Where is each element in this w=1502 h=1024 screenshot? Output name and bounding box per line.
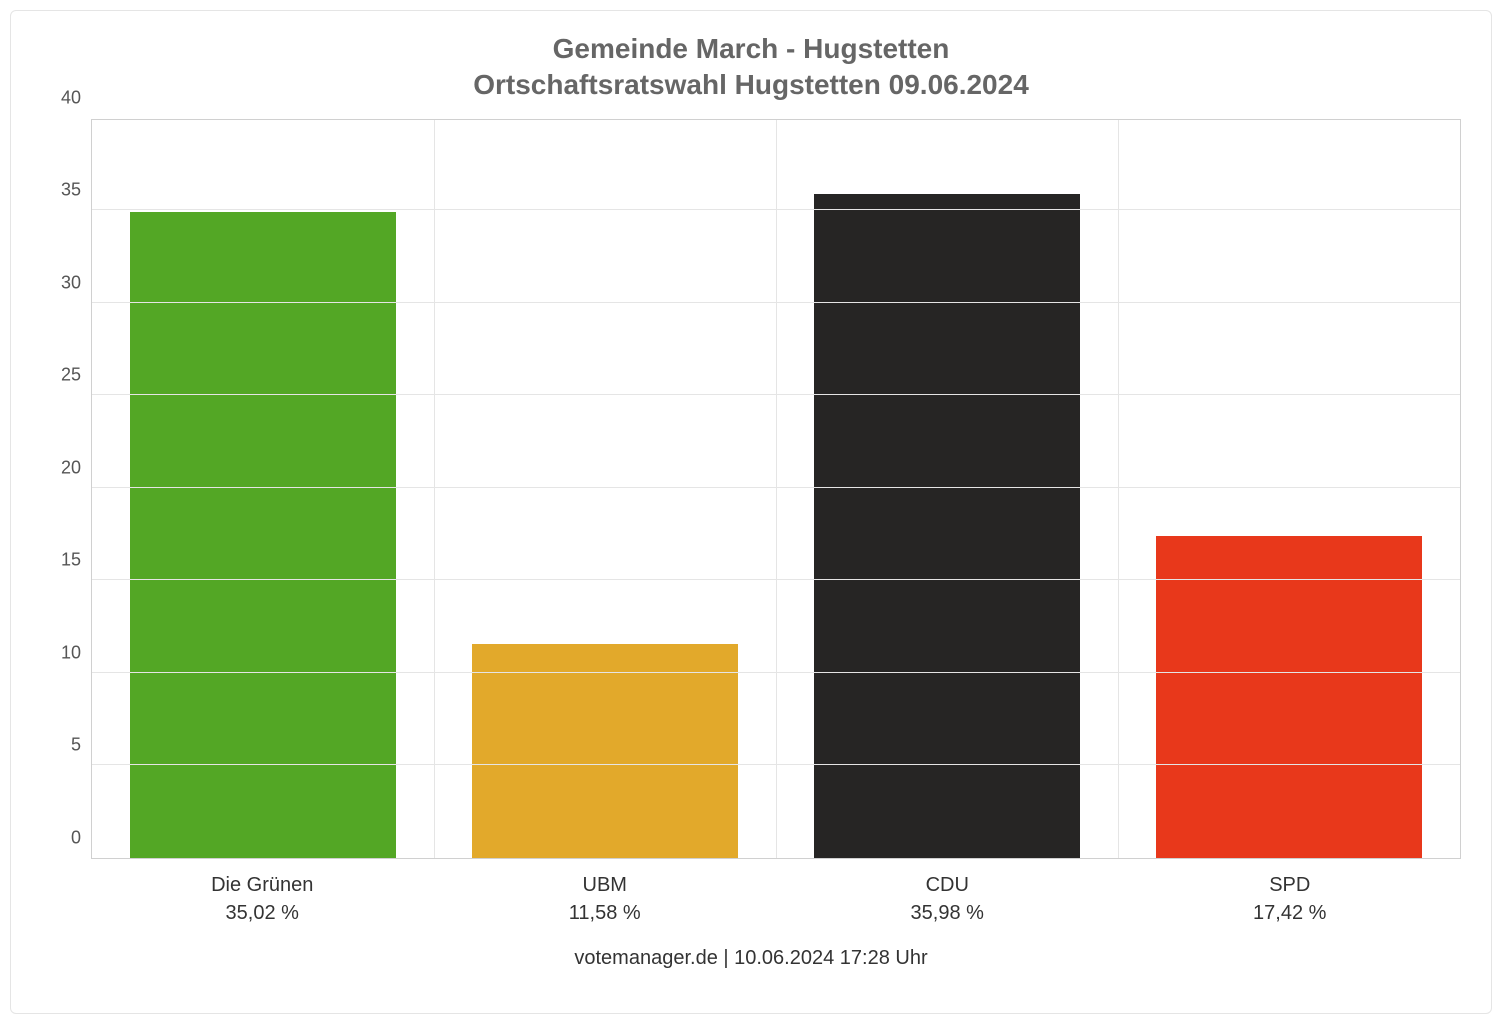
bar-slot bbox=[1118, 120, 1460, 858]
chart-container: Gemeinde March - Hugstetten Ortschaftsra… bbox=[10, 10, 1492, 1014]
grid-line-v bbox=[434, 120, 435, 858]
bar bbox=[130, 212, 397, 858]
y-tick-label: 40 bbox=[61, 87, 81, 108]
y-tick-label: 15 bbox=[61, 550, 81, 571]
chart-title: Gemeinde March - Hugstetten Ortschaftsra… bbox=[41, 31, 1461, 104]
x-category-name: Die Grünen bbox=[91, 871, 434, 899]
x-category-pct: 17,42 % bbox=[1119, 899, 1462, 927]
y-tick-label: 35 bbox=[61, 180, 81, 201]
x-category-label: CDU35,98 % bbox=[776, 871, 1119, 927]
plot-area bbox=[91, 119, 1461, 859]
chart-title-line2: Ortschaftsratswahl Hugstetten 09.06.2024 bbox=[41, 67, 1461, 103]
x-category-name: CDU bbox=[776, 871, 1119, 899]
grid-line-v bbox=[1118, 120, 1119, 858]
grid-line-v bbox=[776, 120, 777, 858]
bar-slot bbox=[776, 120, 1118, 858]
x-category-name: UBM bbox=[434, 871, 777, 899]
bar-slot bbox=[434, 120, 776, 858]
bar-slot bbox=[92, 120, 434, 858]
y-tick-label: 25 bbox=[61, 365, 81, 386]
bar bbox=[472, 644, 739, 858]
y-tick-label: 20 bbox=[61, 457, 81, 478]
x-category-pct: 35,02 % bbox=[91, 899, 434, 927]
y-tick-label: 10 bbox=[61, 642, 81, 663]
y-tick-label: 30 bbox=[61, 272, 81, 293]
x-category-label: SPD17,42 % bbox=[1119, 871, 1462, 927]
plot-wrap: 0510152025303540 bbox=[41, 119, 1461, 859]
y-tick-label: 0 bbox=[71, 827, 81, 848]
x-category-name: SPD bbox=[1119, 871, 1462, 899]
y-tick-label: 5 bbox=[71, 735, 81, 756]
chart-title-line1: Gemeinde March - Hugstetten bbox=[41, 31, 1461, 67]
x-category-label: Die Grünen35,02 % bbox=[91, 871, 434, 927]
x-category-label: UBM11,58 % bbox=[434, 871, 777, 927]
x-axis: Die Grünen35,02 %UBM11,58 %CDU35,98 %SPD… bbox=[91, 871, 1461, 927]
bar bbox=[814, 194, 1081, 858]
chart-footer: votemanager.de | 10.06.2024 17:28 Uhr bbox=[41, 947, 1461, 970]
bar bbox=[1156, 536, 1423, 857]
x-category-pct: 35,98 % bbox=[776, 899, 1119, 927]
x-category-pct: 11,58 % bbox=[434, 899, 777, 927]
y-axis: 0510152025303540 bbox=[41, 119, 91, 859]
